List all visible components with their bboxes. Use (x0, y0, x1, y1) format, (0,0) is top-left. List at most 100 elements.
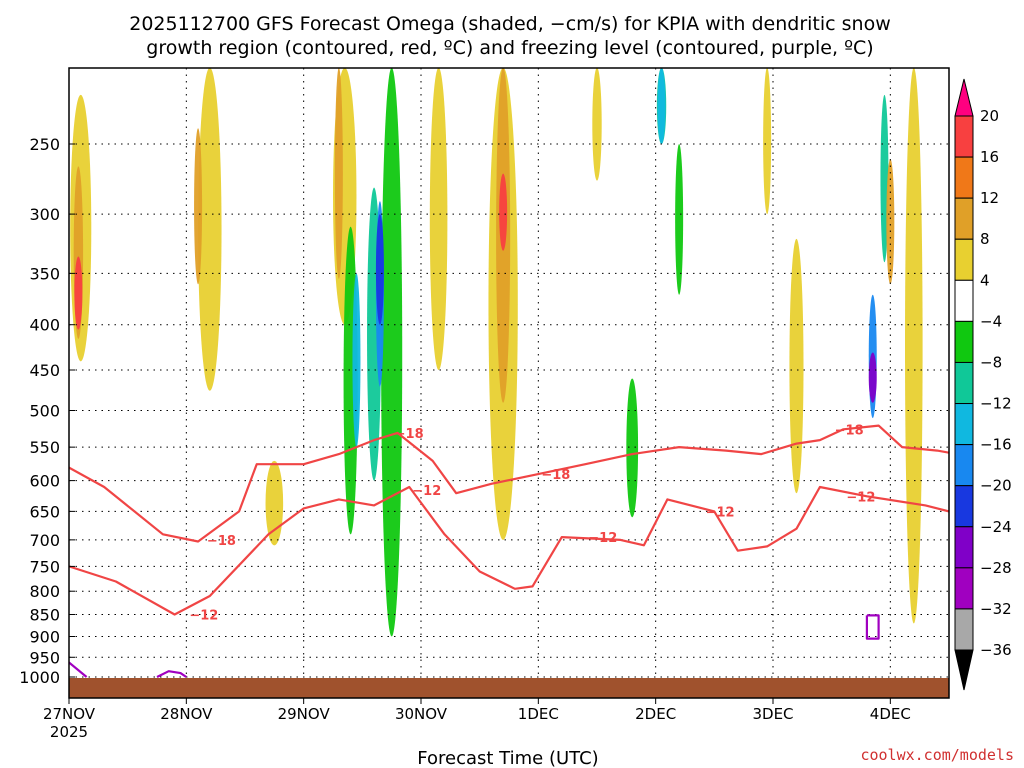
y-tick-label: 650 (29, 502, 60, 521)
ground-fill (69, 678, 949, 698)
omega-blob (675, 144, 684, 295)
contour-label: −18 (207, 534, 236, 549)
contour-line (69, 424, 949, 543)
y-tick-label: 350 (29, 264, 60, 283)
contour-label: −12 (189, 609, 218, 624)
y-tick-label: 800 (29, 582, 60, 601)
colorbar-band (954, 279, 974, 322)
colorbar-label: −4 (980, 312, 1002, 330)
omega-blob (194, 128, 203, 285)
y-tick-label: 250 (29, 135, 60, 154)
y-tick-label: 400 (29, 316, 60, 335)
credit-text: coolwx.com/models (860, 746, 1014, 764)
x-axis-label: Forecast Time (UTC) (417, 748, 598, 768)
colorbar-band (954, 197, 974, 240)
colorbar-label: −28 (980, 559, 1012, 577)
contour-label: −12 (706, 505, 735, 520)
omega-blob (626, 378, 639, 518)
chart-title-line1: 2025112700 GFS Forecast Omega (shaded, −… (129, 13, 891, 35)
colorbar-band (954, 485, 974, 528)
x-tick-label: 30NOV (395, 705, 448, 723)
colorbar-band (954, 115, 974, 158)
x-tick-label: 27NOV (43, 705, 96, 723)
x-tick-label: 1DEC (518, 705, 559, 723)
colorbar-band (954, 567, 974, 610)
colorbar-label: −24 (980, 518, 1012, 536)
colorbar-band (954, 156, 974, 199)
contour-line (69, 661, 88, 678)
y-tick-label: 450 (29, 361, 60, 380)
colorbar-band (954, 608, 974, 651)
colorbar-label: 4 (980, 271, 990, 289)
colorbar-band (954, 444, 974, 487)
colorbar-label: −8 (980, 353, 1002, 371)
x-tick-label: 29NOV (278, 705, 331, 723)
colorbar-label: −20 (980, 477, 1012, 495)
omega-blob (789, 238, 804, 494)
omega-blob (868, 352, 877, 403)
contour-line (865, 614, 880, 640)
x-tick-label: 3DEC (752, 705, 793, 723)
colorbar-label: −36 (980, 641, 1012, 659)
omega-blob (265, 460, 284, 546)
y-tick-label: 700 (29, 531, 60, 550)
colorbar-label: 8 (980, 230, 990, 248)
omega-blob (375, 214, 384, 325)
y-tick-label: 750 (29, 557, 60, 576)
omega-blob (74, 256, 83, 330)
omega-blob (334, 68, 343, 279)
x-tick-label: 4DEC (870, 705, 911, 723)
y-tick-label: 950 (29, 648, 60, 667)
colorbar-band (954, 238, 974, 281)
omega-blob (905, 68, 923, 624)
ground-layer (69, 678, 949, 698)
plot-frame (68, 67, 950, 699)
y-tick-label: 500 (29, 402, 60, 421)
contour-lines: −18 −18 −18 −18 −12 −12 −12 −12 −12 (69, 423, 949, 678)
y-tick-label: 850 (29, 606, 60, 625)
omega-blob (592, 68, 602, 181)
colorbar-band (954, 361, 974, 405)
x-tick-label: 2DEC (635, 705, 676, 723)
x-tick-label: 28NOV (160, 705, 213, 723)
y-axis-ticks: 250 300 350 400 450 500 550 600 650 700 750 800 850 9… (19, 135, 75, 687)
colorbar-band (954, 403, 974, 446)
omega-blob (381, 68, 403, 637)
colorbar-label: −12 (980, 395, 1012, 413)
omega-blob (886, 159, 895, 285)
contour-label: −12 (846, 490, 875, 505)
contour-label: −18 (395, 427, 424, 442)
colorbar-band (954, 526, 974, 569)
chart-title-line2: growth region (contoured, red, ºC) and f… (146, 37, 873, 59)
omega-blob (198, 68, 222, 391)
colorbar: 20 16 12 8 4 −4 −8 −12 −16 −20 −24 −28 −32 −36 (954, 78, 1012, 691)
x-axis-ticks: 27NOV 28NOV 29NOV 30NOV 1DEC 2DEC 3DEC 4DEC (43, 698, 911, 723)
x-start-year: 2025 (50, 723, 88, 741)
omega-shading (70, 68, 923, 637)
y-tick-label: 550 (29, 438, 60, 457)
y-tick-label: 300 (29, 205, 60, 224)
colorbar-label: 12 (980, 189, 999, 207)
colorbar-label: −32 (980, 600, 1012, 618)
contour-line (156, 670, 187, 678)
colorbar-band (954, 320, 974, 363)
contour-line (69, 485, 949, 616)
colorbar-label: 20 (980, 107, 999, 125)
y-tick-label: 1000 (19, 668, 60, 687)
omega-blob (763, 68, 772, 215)
omega-blob (499, 173, 508, 251)
y-tick-label: 900 (29, 627, 60, 646)
contour-label: −18 (541, 468, 570, 483)
colorbar-label: 16 (980, 148, 999, 166)
omega-blob (352, 273, 361, 448)
y-tick-label: 600 (29, 472, 60, 491)
omega-blob (657, 68, 666, 144)
colorbar-label: −16 (980, 436, 1012, 454)
contour-label: −18 (835, 423, 864, 438)
colorbar-top-arrow (954, 78, 974, 117)
contour-label: −12 (588, 531, 617, 546)
omega-blob (429, 68, 448, 370)
contour-label: −12 (412, 484, 441, 499)
colorbar-bottom-arrow (954, 649, 974, 691)
